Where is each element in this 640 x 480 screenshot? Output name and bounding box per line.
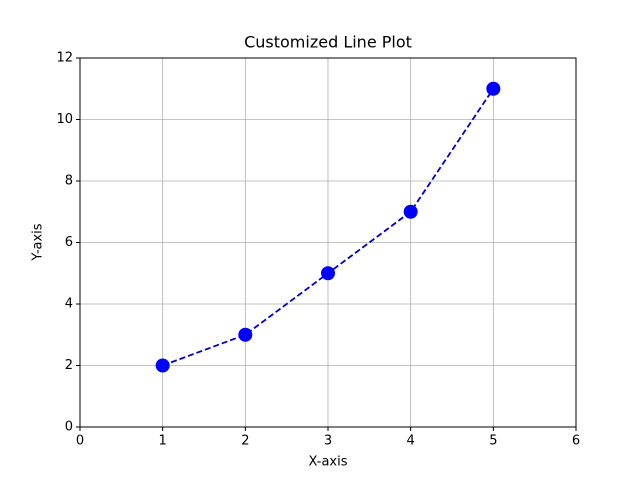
- x-tick-label: 6: [572, 434, 580, 449]
- y-tick-label: 0: [65, 420, 73, 435]
- x-tick-label: 2: [241, 434, 249, 449]
- x-tick-label: 4: [407, 434, 415, 449]
- x-tick-label: 3: [324, 434, 332, 449]
- x-tick-label: 5: [489, 434, 497, 449]
- x-axis-label: X-axis: [309, 455, 348, 470]
- y-tick-label: 6: [65, 235, 73, 250]
- marker: [321, 266, 335, 281]
- x-tick-label: 1: [159, 434, 167, 449]
- marker: [155, 358, 170, 373]
- y-tick-label: 10: [56, 112, 73, 127]
- y-tick-label: 2: [65, 358, 73, 373]
- marker: [486, 81, 501, 96]
- y-tick-label: 8: [65, 174, 73, 189]
- chart-title: Customized Line Plot: [244, 33, 412, 52]
- plot: [155, 81, 501, 373]
- y-axis-label: Y-axis: [31, 223, 46, 261]
- y-tick-label: 4: [65, 297, 73, 312]
- marker: [403, 204, 418, 219]
- marker: [238, 327, 253, 342]
- y-tick-label: 12: [56, 51, 73, 66]
- x-tick-label: 0: [76, 434, 84, 449]
